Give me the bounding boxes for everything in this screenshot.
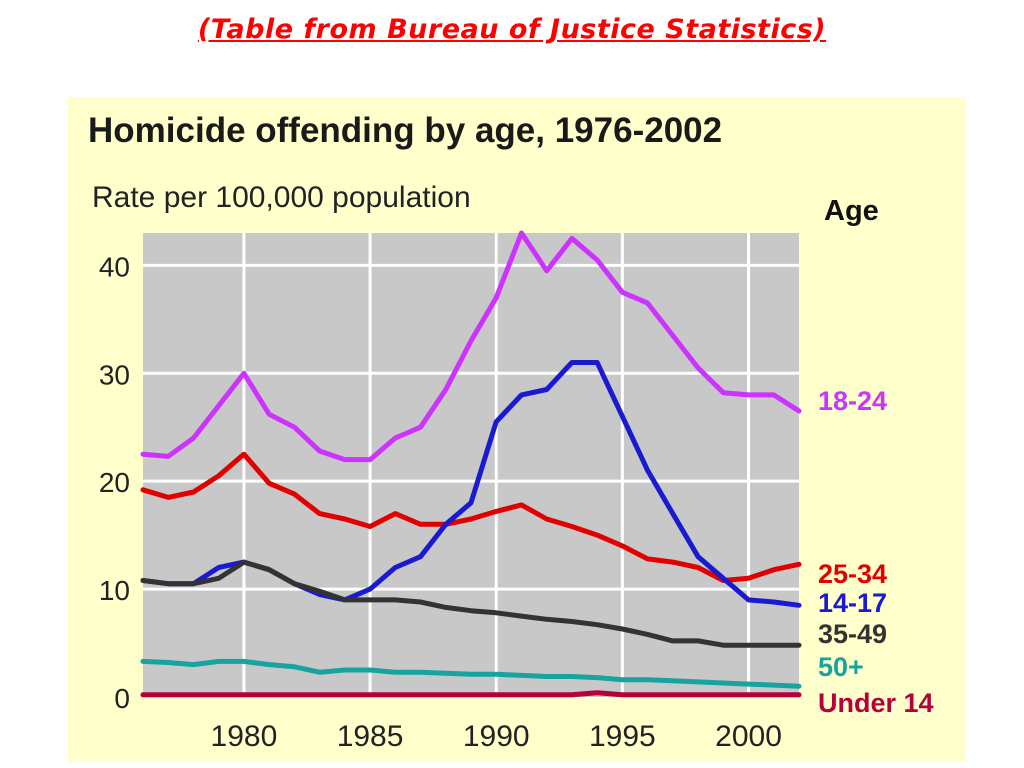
- y-axis-label: Rate per 100,000 population: [92, 181, 471, 214]
- legend-heading: Age: [824, 195, 879, 227]
- x-tick-label: 1990: [463, 720, 530, 753]
- y-tick-label: 30: [99, 359, 130, 390]
- series-line-25-34: [140, 451, 802, 583]
- x-tick-label: 1995: [589, 720, 656, 753]
- axis-ticks: 0 10 20 30 40 1980 1985 1990 1995 2000: [99, 251, 782, 753]
- series-label-35-49: 35-49: [818, 619, 887, 649]
- plot-background: [143, 233, 799, 697]
- series-line-under-14: [140, 690, 802, 698]
- x-tick-label: 1980: [211, 720, 278, 753]
- page-caption: (Table from Bureau of Justice Statistics…: [197, 14, 827, 45]
- chart-svg: 0 10 20 30 40 1980 1985 1990 1995 2000 18-24 25-34…: [99, 230, 934, 753]
- series-line-50: [140, 658, 802, 689]
- y-tick-label: 0: [114, 683, 130, 714]
- y-tick-label: 10: [99, 575, 130, 606]
- series-line-35-49: [140, 559, 802, 648]
- series-line-18-24: [140, 230, 802, 463]
- series-label-18-24: 18-24: [818, 386, 887, 416]
- series-label-25-34: 25-34: [818, 559, 887, 589]
- series-label-under-14: Under 14: [818, 688, 934, 718]
- y-tick-label: 20: [99, 467, 130, 498]
- chart-panel: 0 10 20 30 40 1980 1985 1990 1995 2000 18-24 25-34…: [68, 97, 966, 762]
- chart-title: Homicide offending by age, 1976-2002: [88, 111, 723, 150]
- x-tick-label: 2000: [715, 720, 782, 753]
- series-lines: [140, 230, 802, 698]
- y-tick-label: 40: [99, 251, 130, 282]
- x-tick-label: 1985: [337, 720, 404, 753]
- series-label-14-17: 14-17: [818, 588, 887, 618]
- grid: [143, 233, 799, 697]
- series-label-50: 50+: [818, 652, 864, 682]
